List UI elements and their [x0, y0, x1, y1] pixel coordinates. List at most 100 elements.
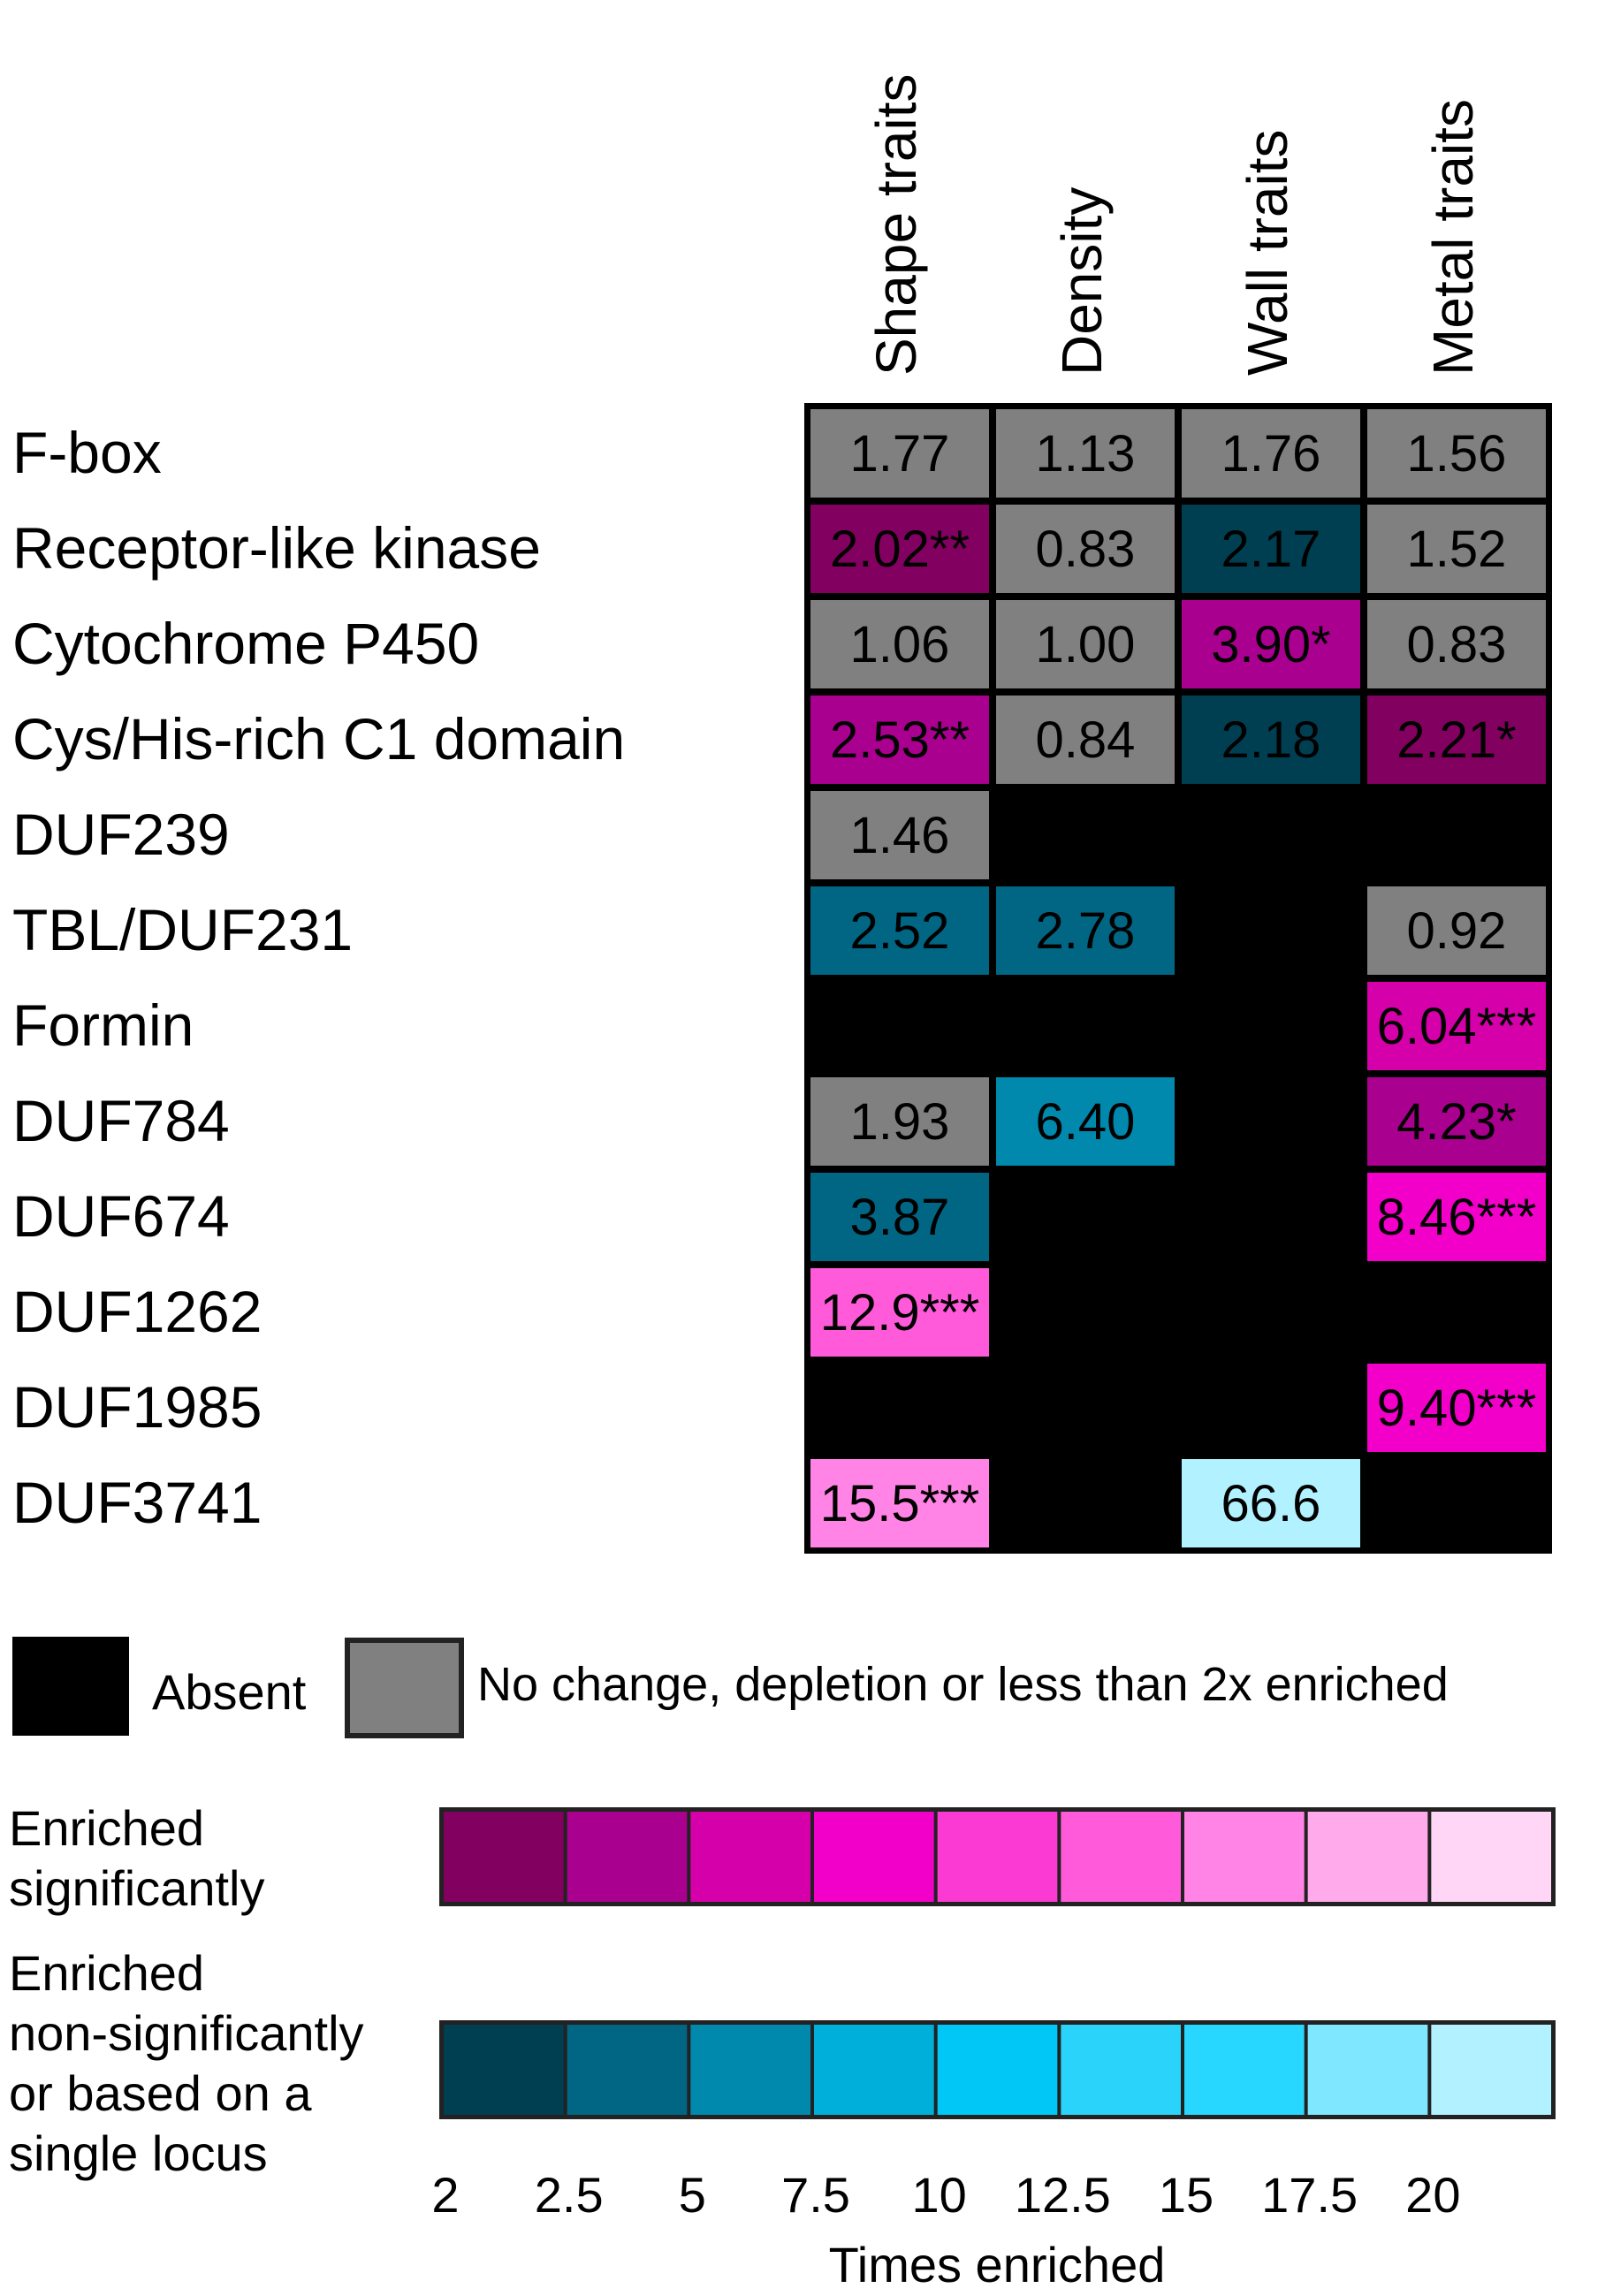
heatmap-cell — [1182, 409, 1360, 498]
legend-significant-line: significantly — [9, 1860, 264, 1916]
scale-significant-swatch — [937, 1812, 1058, 1902]
scale-nonsignificant-swatch — [567, 2025, 688, 2115]
row-label: Formin — [12, 992, 194, 1058]
heatmap-cell — [1367, 696, 1546, 784]
cell-value-label: 6.40 — [1036, 1093, 1136, 1151]
cell-value-label: 1.76 — [1221, 425, 1321, 483]
cell-value-label: 2.78 — [1036, 902, 1136, 960]
heatmap-cell — [810, 791, 989, 879]
cell-value-label: 8.46*** — [1377, 1189, 1537, 1246]
heatmap-cell — [810, 600, 989, 688]
heatmap-frame — [804, 403, 1552, 1554]
heatmap-cell — [810, 1077, 989, 1166]
heatmap-cell — [810, 1459, 989, 1547]
scale-significant-swatch — [567, 1812, 688, 1902]
heatmap-cell — [1367, 1077, 1546, 1166]
cell-value-label: 66.6 — [1221, 1475, 1321, 1532]
heatmap-cell — [810, 505, 989, 593]
cell-value-label: 0.83 — [1407, 616, 1507, 673]
scale-significant-swatch — [690, 1812, 810, 1902]
heatmap-cell — [810, 409, 989, 498]
scale-nonsignificant-swatch — [1184, 2025, 1305, 2115]
heatmap-cell — [996, 886, 1175, 975]
scale-significant-swatch — [814, 1812, 934, 1902]
heatmap-cell — [1367, 886, 1546, 975]
cell-value-label: 1.56 — [1407, 425, 1507, 483]
cell-value-label: 15.5*** — [820, 1475, 980, 1532]
scale-tick-label: 5 — [679, 2167, 706, 2223]
scale-nonsignificant-swatch — [937, 2025, 1058, 2115]
legend-absent-label: Absent — [152, 1664, 307, 1720]
row-label: DUF1985 — [12, 1374, 262, 1440]
legend-nochange-swatch — [345, 1638, 464, 1738]
legend-significant-line: Enriched — [9, 1800, 204, 1856]
scale-tick-label: 15 — [1159, 2167, 1214, 2223]
heatmap-cell — [996, 505, 1175, 593]
heatmap-cell — [1367, 505, 1546, 593]
row-label: Receptor-like kinase — [12, 515, 541, 581]
legend-nonsignificant-line: single locus — [9, 2125, 268, 2181]
column-headers: Shape traits Density Wall traits Metal trai… — [864, 73, 1485, 376]
legend-nonsignificant-line: or based on a — [9, 2065, 312, 2121]
scale-nonsignificant — [439, 2020, 1556, 2119]
cell-value-label: 1.13 — [1036, 425, 1136, 483]
legend-absent-swatch — [12, 1637, 129, 1736]
scale-x-axis-label: Times enriched — [829, 2237, 1166, 2292]
scale-tick-label: 2.5 — [535, 2167, 604, 2223]
scale-nonsignificant-swatch — [690, 2025, 810, 2115]
heatmap-cell — [1367, 1364, 1546, 1452]
scale-tick-label: 17.5 — [1261, 2167, 1358, 2223]
heatmap-cell — [1182, 696, 1360, 784]
legend-nonsignificant-line: non-significantly — [9, 2005, 364, 2061]
cell-value-label: 1.52 — [1407, 521, 1507, 578]
cell-value-label: 1.46 — [850, 807, 950, 864]
cell-value-label: 0.83 — [1036, 521, 1136, 578]
column-header: Density — [1050, 187, 1114, 376]
heatmap-cell — [996, 409, 1175, 498]
scale-significant-swatch — [1307, 1812, 1428, 1902]
cell-value-label: 3.90* — [1211, 616, 1330, 673]
cell-value-label: 1.77 — [850, 425, 950, 483]
column-header: Shape traits — [864, 73, 928, 376]
row-label: DUF3741 — [12, 1470, 262, 1535]
row-label: TBL/DUF231 — [12, 897, 353, 962]
cell-value-label: 0.92 — [1407, 902, 1507, 960]
cell-value-label: 2.53** — [830, 711, 970, 769]
heatmap-cell — [1182, 505, 1360, 593]
row-label: F-box — [12, 420, 162, 485]
row-labels: F-box Receptor-like kinase Cytochrome P450… — [12, 420, 625, 1535]
cell-value-label: 2.17 — [1221, 521, 1321, 578]
row-label: DUF239 — [12, 802, 230, 867]
scale-significant-swatch — [1431, 1812, 1551, 1902]
row-label: Cys/His-rich C1 domain — [12, 706, 625, 772]
legend-nochange-label: No change, depletion or less than 2x enr… — [477, 1658, 1449, 1711]
heatmap-cell — [810, 696, 989, 784]
cell-value-label: 2.02** — [830, 521, 970, 578]
scale-nonsignificant-swatch — [1307, 2025, 1428, 2115]
heatmap-cell — [1182, 600, 1360, 688]
cell-value-label: 6.04*** — [1377, 998, 1537, 1055]
legend-nonsignificant-line: Enriched — [9, 1945, 204, 2001]
column-header: Metal traits — [1421, 99, 1485, 376]
heatmap-cell — [810, 1268, 989, 1357]
column-header: Wall traits — [1236, 129, 1299, 376]
cell-value-label: 4.23* — [1396, 1093, 1516, 1151]
heatmap-cell — [810, 1173, 989, 1261]
legend-absent-nochange: Absent No change, depletion or less than… — [12, 1637, 1449, 1738]
row-label: Cytochrome P450 — [12, 611, 479, 676]
scale-significant-swatch — [1061, 1812, 1181, 1902]
row-label: DUF674 — [12, 1183, 230, 1249]
row-label: DUF784 — [12, 1088, 230, 1153]
cell-value-label: 1.93 — [850, 1093, 950, 1151]
cell-value-label: 12.9*** — [820, 1284, 980, 1342]
scale-nonsignificant-swatch — [444, 2025, 564, 2115]
row-label: DUF1262 — [12, 1279, 262, 1344]
heatmap-cell — [810, 886, 989, 975]
scale-significant-swatch — [444, 1812, 564, 1902]
cell-value-label: 2.21* — [1396, 711, 1516, 769]
scale-nonsignificant-swatch — [814, 2025, 934, 2115]
scale-tick-label: 12.5 — [1015, 2167, 1111, 2223]
